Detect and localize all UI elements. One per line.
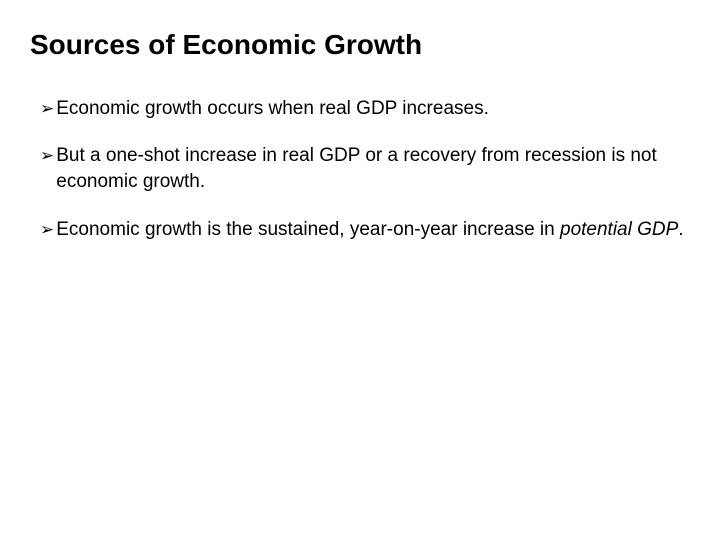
bullet-text: Economic growth occurs when real GDP inc… (56, 96, 690, 122)
bullet-text-italic: potential GDP (560, 219, 678, 240)
bullet-text-suffix: . (678, 219, 683, 240)
chevron-right-icon: ➢ (40, 97, 54, 122)
bullet-item: ➢ But a one-shot increase in real GDP or… (40, 143, 690, 194)
slide-title: Sources of Economic Growth (30, 28, 690, 62)
bullet-text-prefix: Economic growth is the sustained, year-o… (56, 219, 560, 240)
bullet-list: ➢ Economic growth occurs when real GDP i… (30, 96, 690, 243)
bullet-item: ➢ Economic growth occurs when real GDP i… (40, 96, 690, 122)
bullet-text: Economic growth is the sustained, year-o… (56, 217, 690, 243)
bullet-item: ➢ Economic growth is the sustained, year… (40, 217, 690, 243)
chevron-right-icon: ➢ (40, 218, 54, 243)
bullet-text: But a one-shot increase in real GDP or a… (56, 143, 690, 194)
slide: Sources of Economic Growth ➢ Economic gr… (0, 0, 720, 540)
chevron-right-icon: ➢ (40, 144, 54, 169)
